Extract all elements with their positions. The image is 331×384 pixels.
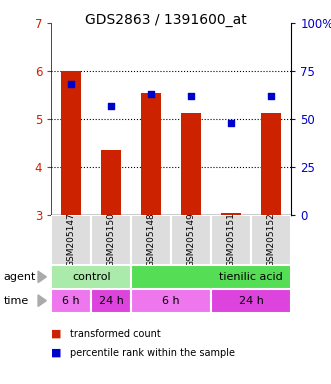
Text: control: control: [72, 272, 111, 282]
Bar: [211, 215, 251, 265]
Text: ■: ■: [51, 348, 62, 358]
Bar: [91, 289, 131, 313]
Text: tienilic acid: tienilic acid: [219, 272, 283, 282]
Bar: [131, 289, 211, 313]
Point: [109, 103, 114, 109]
Text: GSM205149: GSM205149: [187, 213, 196, 267]
Text: GDS2863 / 1391600_at: GDS2863 / 1391600_at: [85, 13, 246, 27]
Text: ■: ■: [51, 329, 62, 339]
Text: GSM205147: GSM205147: [67, 213, 76, 267]
Point: [269, 93, 274, 99]
Text: 6 h: 6 h: [63, 296, 80, 306]
Bar: [221, 213, 241, 359]
Point: [69, 81, 74, 88]
Bar: [141, 93, 161, 359]
Bar: [101, 150, 121, 359]
Bar: [171, 215, 211, 265]
Point: [149, 91, 154, 97]
Point: [189, 93, 194, 99]
Bar: [91, 215, 131, 265]
Text: percentile rank within the sample: percentile rank within the sample: [70, 348, 234, 358]
Text: time: time: [3, 296, 28, 306]
Text: transformed count: transformed count: [70, 329, 160, 339]
Text: 24 h: 24 h: [99, 296, 124, 306]
Bar: [51, 265, 131, 289]
Bar: [131, 265, 291, 289]
Bar: [131, 215, 171, 265]
Point: [229, 120, 234, 126]
Text: 24 h: 24 h: [239, 296, 264, 306]
Bar: [51, 289, 91, 313]
Text: GSM205151: GSM205151: [227, 213, 236, 267]
Text: GSM205148: GSM205148: [147, 213, 156, 267]
Bar: [251, 215, 291, 265]
Text: GSM205150: GSM205150: [107, 213, 116, 267]
Bar: [181, 113, 201, 359]
Bar: [61, 71, 81, 359]
Text: agent: agent: [3, 272, 36, 282]
Bar: [51, 215, 91, 265]
Text: GSM205152: GSM205152: [267, 213, 276, 267]
Text: 6 h: 6 h: [163, 296, 180, 306]
Bar: [261, 113, 281, 359]
Bar: [211, 289, 291, 313]
